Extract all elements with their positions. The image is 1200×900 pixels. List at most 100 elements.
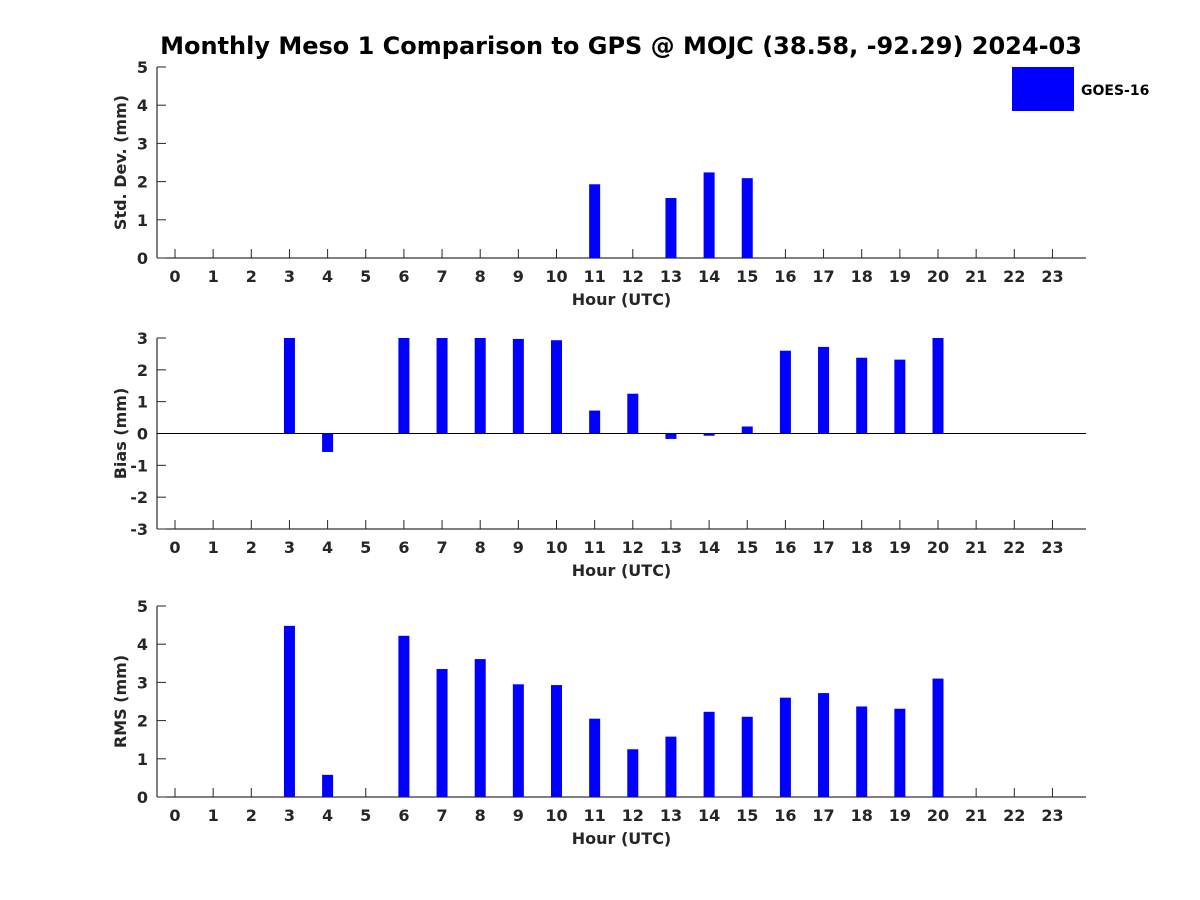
std-dev-x-axis-label: Hour (UTC) [572,290,672,309]
bias-bar-hour-20 [932,338,944,434]
rms-bar-hour-11 [589,718,601,797]
legend: GOES-16 [1012,67,1149,111]
rms-bar-hour-9 [512,684,524,797]
bias-bar-hour-13 [665,433,677,439]
bias-xtick-label: 9 [513,538,524,557]
bias-bar-hour-15 [741,426,753,434]
rms-xtick-label: 18 [851,806,873,825]
bias-xtick-label: 4 [322,538,333,557]
bias-xtick-label: 2 [246,538,257,557]
rms-xtick-label: 14 [698,806,720,825]
bias-xtick-label: 15 [736,538,758,557]
bias-xtick-label: 16 [774,538,796,557]
legend-label: GOES-16 [1081,83,1149,99]
bias-ytick-label: 3 [137,329,148,348]
rms-ytick-label: 0 [137,788,148,807]
rms-xtick-label: 13 [660,806,682,825]
bias-y-axis-label: Bias (mm) [111,388,130,480]
rms-bar-hour-19 [894,708,906,797]
rms-xtick-label: 12 [622,806,644,825]
bias-bar-hour-19 [894,359,906,434]
bias-bar-hour-4 [322,433,334,452]
std-dev-xtick-label: 7 [436,267,447,286]
std-dev-ytick-label: 1 [137,211,148,230]
bias-xtick-label: 20 [927,538,949,557]
rms-xtick-label: 2 [246,806,257,825]
std-dev-ytick-label: 5 [137,58,148,77]
bias-ytick-label: -2 [130,488,148,507]
std-dev-bar-hour-13 [665,198,677,258]
rms-ytick-label: 5 [137,597,148,616]
std-dev-xtick-label: 16 [774,267,796,286]
legend-swatch-goes-16 [1012,67,1074,111]
bias-xtick-label: 14 [698,538,720,557]
std-dev-ytick-label: 2 [137,173,148,192]
std-dev-xtick-label: 15 [736,267,758,286]
rms-ytick-label: 4 [137,635,148,654]
rms-xtick-label: 20 [927,806,949,825]
std-dev-xtick-label: 23 [1041,267,1063,286]
rms-y-axis-label: RMS (mm) [111,655,130,748]
std-dev-xtick-label: 14 [698,267,720,286]
rms-bar-hour-4 [322,774,334,797]
rms-xtick-label: 9 [513,806,524,825]
bias-bar-hour-3 [283,338,295,434]
bias-xtick-label: 22 [1003,538,1025,557]
rms-x-axis-label: Hour (UTC) [572,829,672,848]
bias-ytick-label: 1 [137,393,148,412]
std-dev-xtick-label: 13 [660,267,682,286]
std-dev-xtick-label: 21 [965,267,987,286]
bias-ytick-label: -1 [130,456,148,475]
bias-ytick-label: 2 [137,361,148,380]
bias-xtick-label: 23 [1041,538,1063,557]
bias-xtick-label: 1 [208,538,219,557]
std-dev-xtick-label: 18 [851,267,873,286]
bias-bar-hour-18 [856,357,868,434]
rms-xtick-label: 8 [475,806,486,825]
bias-xtick-label: 7 [436,538,447,557]
bias-xtick-label: 10 [545,538,567,557]
rms-xtick-label: 16 [774,806,796,825]
bias-ytick-label: -3 [130,520,148,539]
rms-bar-hour-18 [856,706,868,797]
std-dev-xtick-label: 22 [1003,267,1025,286]
rms-xtick-label: 10 [545,806,567,825]
std-dev-xtick-label: 19 [889,267,911,286]
bias-xtick-label: 21 [965,538,987,557]
bias-xtick-label: 8 [475,538,486,557]
rms-xtick-label: 5 [360,806,371,825]
bias-xtick-label: 18 [851,538,873,557]
chart-title: Monthly Meso 1 Comparison to GPS @ MOJC … [160,32,1082,60]
rms-bar-hour-8 [474,659,486,797]
bias-bar-hour-8 [474,338,486,434]
rms-xtick-label: 15 [736,806,758,825]
std-dev-xtick-label: 6 [398,267,409,286]
bias-xtick-label: 11 [584,538,606,557]
std-dev-bar-hour-15 [741,178,753,258]
std-dev-bar-hour-11 [589,184,601,258]
bias-bar-hour-6 [398,338,410,434]
bias-bar-hour-7 [436,338,448,434]
rms-bar-hour-14 [703,711,715,797]
bias-bar-hour-11 [589,410,601,434]
bias-xtick-label: 0 [169,538,180,557]
rms-xtick-label: 11 [584,806,606,825]
rms-xtick-label: 6 [398,806,409,825]
bias-xtick-label: 12 [622,538,644,557]
bias-bar-hour-10 [551,340,562,434]
std-dev-bar-hour-14 [703,172,715,258]
std-dev-xtick-label: 0 [169,267,180,286]
std-dev-xtick-label: 8 [475,267,486,286]
rms-bar-hour-3 [283,625,295,797]
bias-xtick-label: 17 [812,538,834,557]
rms-xtick-label: 1 [208,806,219,825]
bias-bar-hour-12 [627,393,639,434]
bias-bar-hour-17 [818,346,830,434]
std-dev-y-axis-label: Std. Dev. (mm) [111,95,130,230]
std-dev-xtick-label: 3 [284,267,295,286]
rms-xtick-label: 3 [284,806,295,825]
rms-bar-hour-12 [627,749,639,797]
